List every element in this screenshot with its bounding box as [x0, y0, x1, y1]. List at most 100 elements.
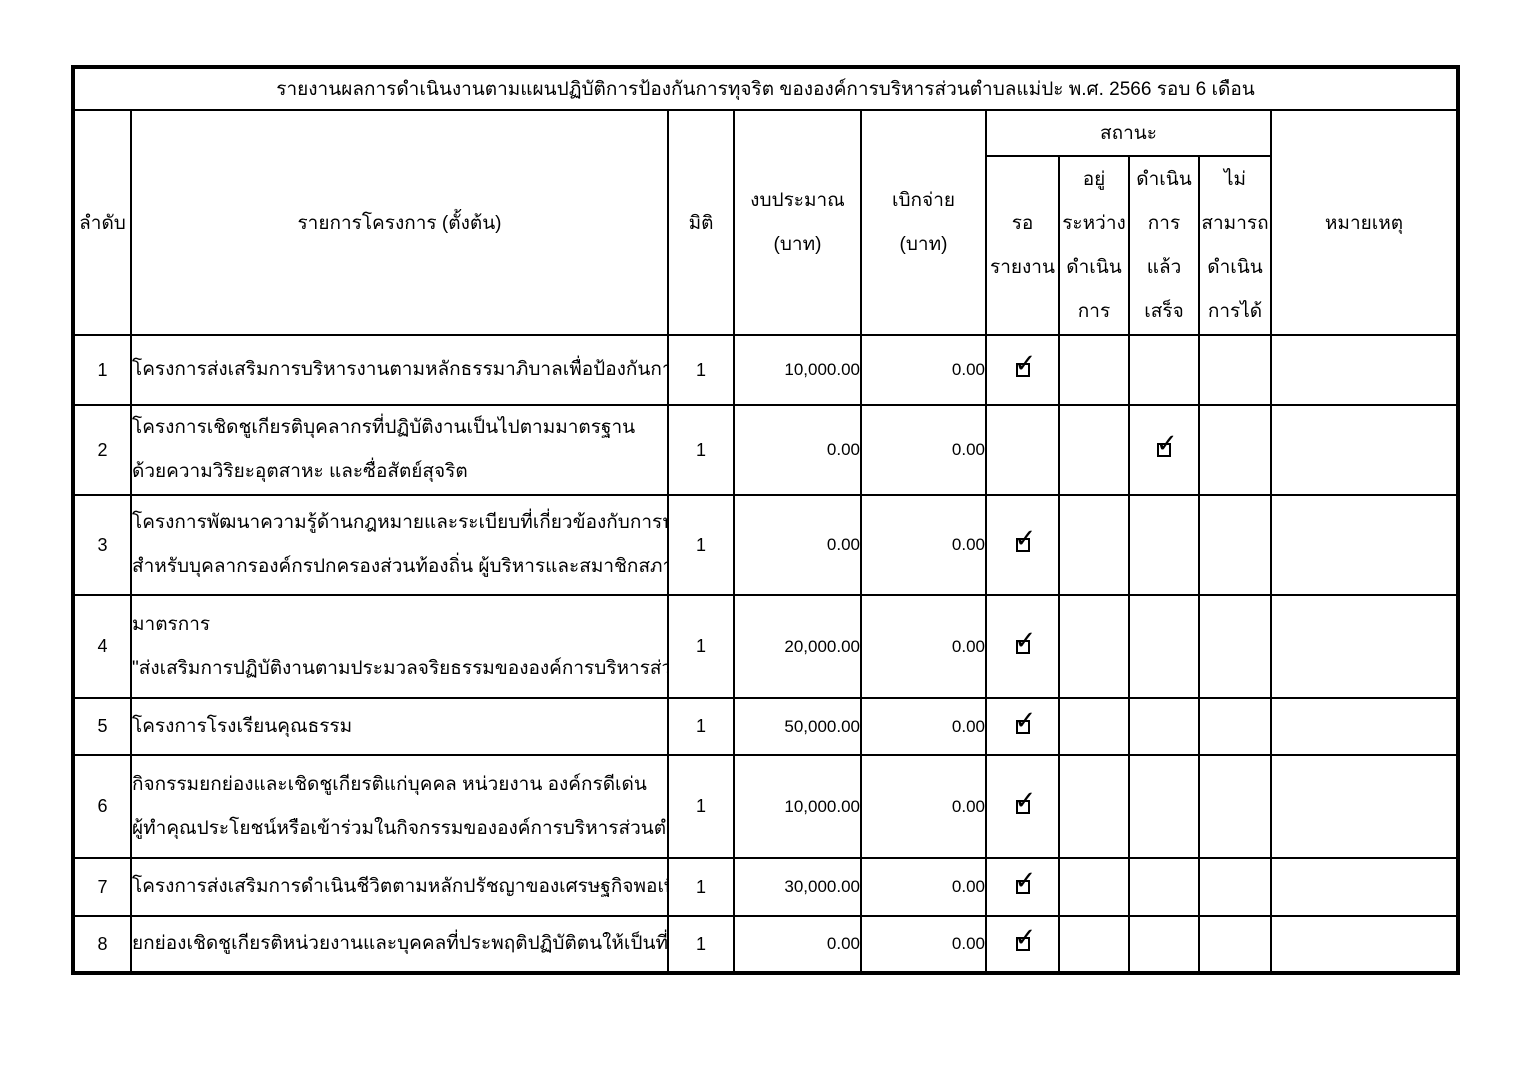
project-name-line: "ส่งเสริมการปฏิบัติงานตามประมวลจริยธรรมข…	[132, 657, 666, 679]
project-name-line: โครงการโรงเรียนคุณธรรม	[132, 715, 353, 737]
header-line: การได้	[1207, 300, 1263, 322]
col-header-status-waiting-report: รอ รายงาน	[985, 155, 1060, 336]
header-line: ระหว่าง	[1062, 212, 1126, 234]
project-name-line: สำหรับบุคลากรองค์กรปกครองส่วนท้องถิ่น ผู…	[132, 556, 666, 577]
header-line: อยู่	[1082, 168, 1106, 190]
col-header-no: ลำดับ	[72, 109, 132, 336]
checkmark-glyph: ✓	[1014, 785, 1037, 816]
dimension-cell: 1	[667, 754, 735, 859]
checkmark-glyph: ✓	[1014, 866, 1037, 896]
status-waiting-report-cell: ✓	[985, 915, 1060, 974]
header-line: รอ	[1011, 212, 1034, 234]
checkmark-glyph: ✓	[1014, 349, 1037, 379]
col-header-disbursed-line: เบิกจ่าย	[892, 189, 955, 211]
checkmark-glyph: ✓	[1014, 524, 1037, 554]
table-row: 6 กิจกรรมยกย่องและเชิดชูเกียรติแก่บุคคล …	[72, 754, 1459, 859]
dimension-cell: 1	[667, 404, 735, 496]
status-waiting-report-cell: ✓	[985, 594, 1060, 699]
status-completed-cell: ✓	[1128, 857, 1200, 917]
status-waiting-report-cell: ✓	[985, 754, 1060, 859]
status-waiting-report-cell: ✓	[985, 697, 1060, 756]
dimension-cell: 1	[667, 857, 735, 917]
disbursed-cell: 0.00	[860, 857, 987, 917]
disbursed-cell: 0.00	[860, 404, 987, 496]
col-header-status-completed: ดำเนิน การ แล้วเสร็จ	[1128, 155, 1200, 336]
row-no: 1	[72, 334, 132, 406]
col-header-budget-unit: (บาท)	[773, 233, 822, 255]
dimension-cell: 1	[667, 697, 735, 756]
remark-cell	[1270, 334, 1459, 406]
row-no: 8	[72, 915, 132, 974]
row-no: 2	[72, 404, 132, 496]
row-no: 4	[72, 594, 132, 699]
status-in-progress-cell: ✓	[1058, 334, 1130, 406]
status-cannot-proceed-cell: ✓	[1198, 334, 1272, 406]
project-name-line: ด้วยความวิริยะอุตสาหะ และซื่อสัตย์สุจริต	[132, 461, 468, 482]
col-header-disbursed-unit: (บาท)	[899, 233, 948, 255]
project-name-cell: โครงการส่งเสริมการดำเนินชีวิตตามหลักปรัช…	[130, 857, 669, 917]
remark-cell	[1270, 857, 1459, 917]
status-in-progress-cell: ✓	[1058, 594, 1130, 699]
header-row-status: รอ รายงาน อยู่ ระหว่าง ดำเนิน การ ดำเนิน…	[73, 155, 1458, 336]
disbursed-cell: 0.00	[860, 594, 987, 699]
budget-cell: 0.00	[733, 404, 862, 496]
remark-cell	[1270, 754, 1459, 859]
status-in-progress-cell: ✓	[1058, 494, 1130, 596]
disbursed-cell: 0.00	[860, 494, 987, 596]
table-row: 2 โครงการเชิดชูเกียรติบุคลากรที่ปฏิบัติง…	[72, 404, 1459, 496]
table-row: 3 โครงการพัฒนาความรู้ด้านกฎหมายและระเบีย…	[72, 494, 1459, 596]
table-row: 8 ยกย่องเชิดชูเกียรติหน่วยงานและบุคคลที่…	[72, 915, 1459, 974]
project-name-line: มาตรการ	[132, 613, 211, 635]
col-header-dimension: มิติ	[667, 109, 735, 336]
header-line: สามารถ	[1201, 212, 1269, 234]
header-line: ดำเนิน	[1207, 256, 1263, 278]
header-line: แล้วเสร็จ	[1144, 256, 1184, 322]
status-waiting-report-cell: ✓	[985, 494, 1060, 596]
project-name-cell: กิจกรรมยกย่องและเชิดชูเกียรติแก่บุคคล หน…	[130, 754, 669, 859]
row-no: 3	[72, 494, 132, 596]
budget-cell: 0.00	[733, 494, 862, 596]
status-in-progress-cell: ✓	[1058, 915, 1130, 974]
checked-checkbox-icon: ✓	[1015, 788, 1036, 814]
header-line: รายงาน	[990, 256, 1055, 278]
checked-checkbox-icon: ✓	[1015, 925, 1036, 951]
budget-cell: 20,000.00	[733, 594, 862, 699]
dimension-cell: 1	[667, 334, 735, 406]
status-waiting-report-cell: ✓	[985, 857, 1060, 917]
checkmark-glyph: ✓	[1156, 429, 1178, 459]
col-header-status-in-progress: อยู่ ระหว่าง ดำเนิน การ	[1058, 155, 1130, 336]
status-completed-cell: ✓	[1128, 754, 1200, 859]
remark-cell	[1270, 915, 1459, 974]
col-header-remark: หมายเหตุ	[1270, 109, 1459, 336]
status-completed-cell: ✓	[1128, 594, 1200, 699]
header-line: การ	[1147, 212, 1181, 234]
col-header-disbursed: เบิกจ่าย (บาท)	[860, 109, 987, 336]
header-line: ไม่	[1223, 168, 1247, 190]
project-name-line: โครงการพัฒนาความรู้ด้านกฎหมายและระเบียบท…	[132, 512, 666, 533]
checkmark-glyph: ✓	[1014, 625, 1037, 656]
project-name-cell: โครงการพัฒนาความรู้ด้านกฎหมายและระเบียบท…	[130, 494, 669, 596]
status-completed-cell: ✓	[1128, 404, 1200, 496]
checkmark-glyph: ✓	[1014, 705, 1037, 736]
checked-checkbox-icon: ✓	[1015, 628, 1036, 654]
report-table: รายงานผลการดำเนินงานตามแผนปฏิบัติการป้อง…	[71, 65, 1460, 975]
row-no: 6	[72, 754, 132, 859]
remark-cell	[1270, 404, 1459, 496]
col-header-status-group: สถานะ	[985, 109, 1272, 157]
project-name-line: ยกย่องเชิดชูเกียรติหน่วยงานและบุคคลที่ปร…	[132, 933, 668, 954]
status-completed-cell: ✓	[1128, 915, 1200, 974]
budget-cell: 10,000.00	[733, 334, 862, 406]
project-name-line: โครงการส่งเสริมการบริหารงานตามหลักธรรมาภ…	[132, 359, 666, 380]
budget-cell: 50,000.00	[733, 697, 862, 756]
header-line: ดำเนิน	[1066, 256, 1122, 278]
budget-cell: 0.00	[733, 915, 862, 974]
table-row: 4 มาตรการ "ส่งเสริมการปฏิบัติงานตามประมว…	[72, 594, 1459, 699]
status-completed-cell: ✓	[1128, 494, 1200, 596]
row-no: 5	[72, 697, 132, 756]
remark-cell	[1270, 494, 1459, 596]
status-waiting-report-cell: ✓	[985, 334, 1060, 406]
project-name-line: โครงการเชิดชูเกียรติบุคลากรที่ปฏิบัติงาน…	[132, 417, 636, 438]
title-row: รายงานผลการดำเนินงานตามแผนปฏิบัติการป้อง…	[72, 66, 1459, 111]
status-cannot-proceed-cell: ✓	[1198, 404, 1272, 496]
